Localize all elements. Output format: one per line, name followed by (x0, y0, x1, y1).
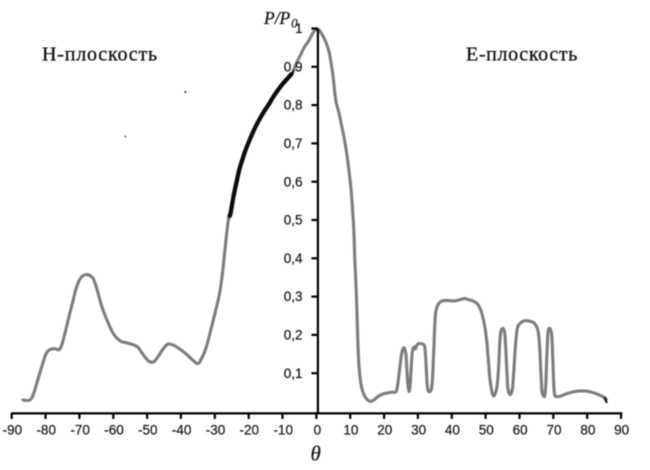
svg-text:40: 40 (445, 423, 460, 438)
svg-text:20: 20 (377, 423, 392, 438)
svg-text:80: 80 (580, 423, 595, 438)
svg-text:10: 10 (343, 423, 358, 438)
svg-text:0,9: 0,9 (284, 59, 303, 74)
svg-text:0,5: 0,5 (284, 213, 303, 228)
svg-text:0,7: 0,7 (284, 136, 303, 151)
svg-text:-30: -30 (206, 423, 226, 438)
svg-text:P/P0: P/P0 (263, 8, 298, 31)
svg-text:0,3: 0,3 (284, 289, 303, 304)
svg-text:-80: -80 (36, 423, 56, 438)
svg-text:0,6: 0,6 (284, 174, 303, 189)
svg-text:0,1: 0,1 (284, 366, 303, 381)
svg-text:-60: -60 (104, 423, 124, 438)
svg-text:90: 90 (614, 423, 629, 438)
svg-text:Е-плоскость: Е-плоскость (466, 44, 578, 66)
svg-text:30: 30 (411, 423, 426, 438)
svg-text:Н-плоскость: Н-плоскость (42, 44, 158, 66)
svg-text:70: 70 (546, 423, 561, 438)
svg-text:-90: -90 (3, 423, 23, 438)
svg-text:0,2: 0,2 (284, 328, 303, 343)
svg-text:-40: -40 (172, 423, 192, 438)
svg-text:50: 50 (479, 423, 494, 438)
svg-text:-10: -10 (273, 423, 293, 438)
svg-text:0,4: 0,4 (284, 251, 303, 266)
svg-text:60: 60 (513, 423, 528, 438)
svg-text:1: 1 (295, 21, 303, 36)
svg-text:-50: -50 (138, 423, 158, 438)
svg-text:θ: θ (311, 442, 321, 466)
svg-text:-20: -20 (240, 423, 260, 438)
svg-text:-70: -70 (70, 423, 90, 438)
svg-text:0,8: 0,8 (284, 98, 303, 113)
svg-text:0: 0 (314, 423, 322, 438)
